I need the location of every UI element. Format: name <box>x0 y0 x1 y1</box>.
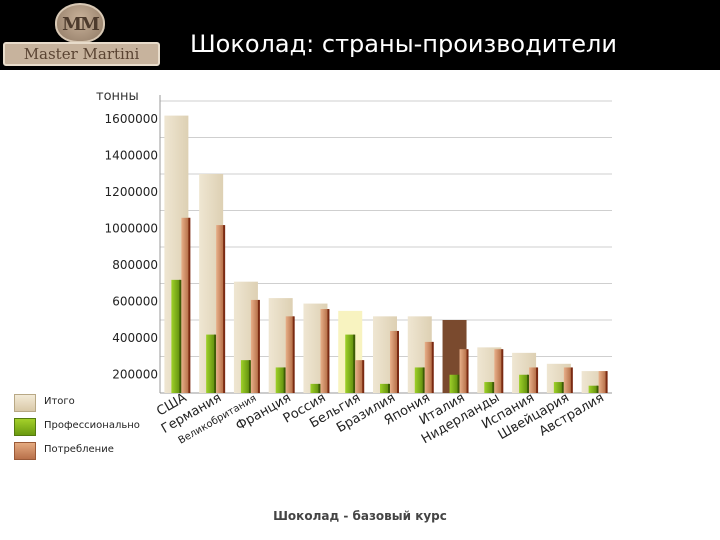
y-tick-label: 1000000 <box>105 222 158 236</box>
y-tick-label: 400000 <box>112 331 158 345</box>
bar-professional-edge <box>179 279 182 393</box>
legend-label-total: Итого <box>44 396 75 407</box>
bar-consumption-edge <box>466 349 469 393</box>
y-axis-unit-label: тонны <box>96 89 139 104</box>
bar-professional <box>484 382 494 393</box>
logo-plate: Master Martini <box>3 42 160 66</box>
footer-caption: Шоколад - базовый курс <box>273 509 447 523</box>
bar-professional-edge <box>422 367 425 393</box>
y-tick-label: 800000 <box>112 258 158 272</box>
bar-consumption <box>320 309 329 393</box>
bar-consumption-edge <box>257 299 260 393</box>
bar-consumption <box>285 316 294 393</box>
bar-professional <box>310 383 320 393</box>
bar-professional <box>206 334 216 393</box>
y-tick-label: 200000 <box>112 368 158 382</box>
bar-consumption-edge <box>536 367 539 393</box>
legend-swatch-consumption <box>14 442 36 460</box>
bar-professional <box>449 374 459 393</box>
bars-layer <box>164 115 608 393</box>
y-tick-label: 1600000 <box>105 112 158 126</box>
bar-consumption-edge <box>501 349 504 393</box>
bar-consumption-edge <box>188 217 191 393</box>
header-bar: MM Master Martini Шоколад: страны-произв… <box>0 0 720 70</box>
bar-professional <box>345 334 355 393</box>
bar-consumption-edge <box>292 316 295 393</box>
legend-swatch-professional <box>14 418 36 436</box>
bar-professional <box>275 367 285 393</box>
bar-consumption-edge <box>570 367 573 393</box>
bar-professional <box>553 382 563 393</box>
y-tick-label: 1200000 <box>105 185 158 199</box>
bar-consumption-edge <box>223 225 226 393</box>
bar-consumption-edge <box>605 371 608 393</box>
bar-professional <box>171 279 181 393</box>
logo-mark: MM <box>62 14 100 35</box>
bar-consumption <box>563 367 572 393</box>
bar-consumption <box>250 299 259 393</box>
bar-professional <box>588 385 598 393</box>
legend-label-professional: Профессионально <box>44 420 140 431</box>
logo: MM Master Martini <box>0 0 165 70</box>
legend-label-consumption: Потребление <box>44 444 114 455</box>
bar-professional-edge <box>596 385 599 393</box>
bar-professional-edge <box>214 334 217 393</box>
bar-professional <box>240 360 250 393</box>
bar-consumption <box>181 217 190 393</box>
bar-consumption-edge <box>431 341 434 393</box>
bar-professional-edge <box>248 360 251 393</box>
bar-professional-edge <box>318 383 321 393</box>
bar-consumption-edge <box>327 309 330 393</box>
y-tick-label: 1400000 <box>105 149 158 163</box>
bar-consumption <box>459 349 468 393</box>
bar-professional <box>519 374 529 393</box>
bar-consumption <box>424 341 433 393</box>
bar-consumption <box>598 371 607 393</box>
bar-consumption-edge <box>397 330 399 393</box>
page-title: Шоколад: страны-производители <box>190 30 617 58</box>
bar-professional <box>414 367 424 393</box>
bar-professional-edge <box>457 374 460 393</box>
bar-professional-edge <box>527 374 530 393</box>
bar-professional-edge <box>561 382 564 393</box>
bar-consumption <box>529 367 538 393</box>
bar-professional-edge <box>353 334 356 393</box>
bar-consumption <box>355 360 364 393</box>
bar-consumption-edge <box>362 360 365 393</box>
bar-consumption <box>216 225 225 393</box>
bar-professional <box>380 383 389 393</box>
bar-professional-edge <box>492 382 495 393</box>
legend-swatch-total <box>14 394 36 412</box>
y-tick-label: 600000 <box>112 295 158 309</box>
bar-professional-edge <box>388 383 390 393</box>
bar-consumption <box>494 349 503 393</box>
logo-text: Master Martini <box>23 45 140 63</box>
bar-consumption <box>390 330 398 393</box>
bar-professional-edge <box>283 367 286 393</box>
logo-badge-icon: MM <box>55 3 105 43</box>
